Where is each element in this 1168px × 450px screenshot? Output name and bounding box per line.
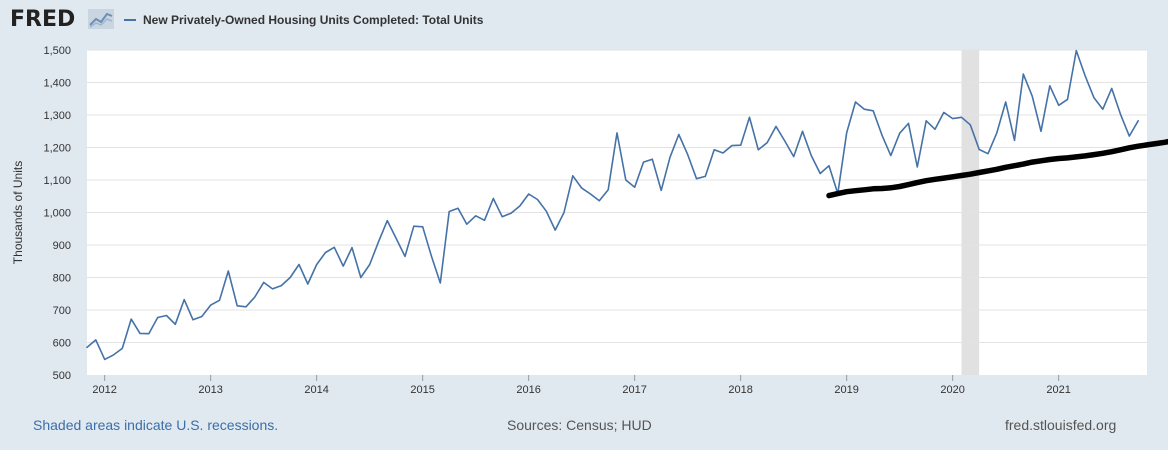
y-tick-label: 1,200: [43, 143, 71, 155]
y-tick-label: 600: [53, 338, 71, 350]
x-tick-label: 2013: [198, 384, 222, 396]
legend[interactable]: New Privately-Owned Housing Units Comple…: [124, 12, 483, 28]
fred-logo[interactable]: FRED: [10, 7, 76, 32]
line-chart[interactable]: 500 600 700 800 900 1,000 1,100 1,200 1,300 1,400…: [0, 0, 1168, 410]
y-tick-label: 700: [53, 305, 71, 317]
x-tick-label: 2020: [940, 384, 964, 396]
trend-line[interactable]: [826, 138, 1168, 199]
legend-swatch: [124, 19, 136, 21]
recession-note-link[interactable]: Shaded areas indicate U.S. recessions.: [33, 417, 279, 433]
legend-label: New Privately-Owned Housing Units Comple…: [143, 13, 484, 27]
y-tick-label: 800: [53, 273, 71, 285]
series-line[interactable]: [86, 49, 1139, 361]
x-tick-label: 2012: [92, 384, 116, 396]
sources-text: Sources: Census; HUD: [507, 417, 652, 433]
x-tick-label: 2017: [622, 384, 646, 396]
y-tick-label: 900: [53, 240, 71, 252]
graph-icon: [88, 9, 114, 29]
x-tick-label: 2016: [516, 384, 540, 396]
y-tick-label: 1,300: [43, 110, 71, 122]
site-link[interactable]: fred.stlouisfed.org: [1005, 417, 1117, 433]
x-tick-label: 2014: [304, 384, 328, 396]
x-tick-label: 2021: [1046, 384, 1070, 396]
x-tick-label: 2019: [834, 384, 858, 396]
y-tick-label: 1,000: [43, 208, 71, 220]
x-tick-label: 2015: [410, 384, 434, 396]
y-tick-label: 1,400: [43, 78, 71, 90]
x-tick-label: 2018: [728, 384, 752, 396]
y-tick-label: 500: [53, 370, 71, 382]
y-tick-label: 1,100: [43, 175, 71, 187]
chart-header: FRED New Privately-Owned Housing Units C…: [0, 0, 1168, 40]
y-tick-label: 1,500: [43, 45, 71, 57]
y-axis-label: Thousands of Units: [11, 161, 25, 264]
